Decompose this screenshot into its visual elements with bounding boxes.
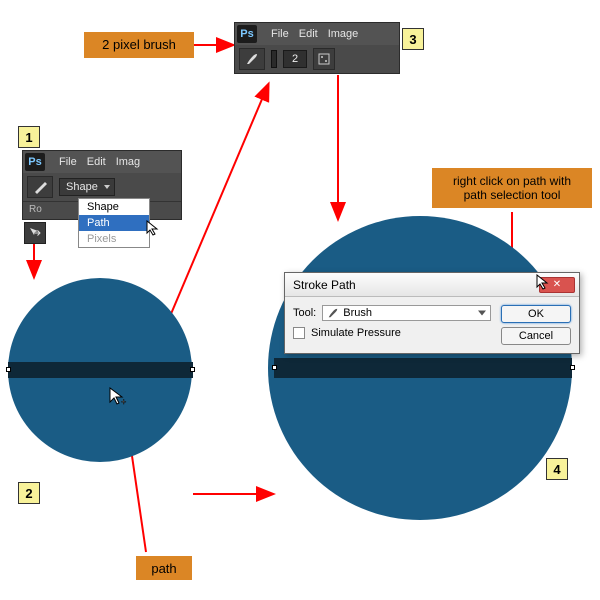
step-3-label: 3 [409, 32, 416, 47]
dialog-left: Tool: Brush Simulate Pressure [293, 305, 491, 345]
menu-file-3[interactable]: File [271, 28, 289, 40]
menu-file[interactable]: File [59, 156, 77, 168]
ps-menubar-3: Ps File Edit Image [235, 23, 399, 45]
callout-rightclick-l2: path selection tool [442, 188, 582, 202]
tool-row: Tool: Brush [293, 305, 491, 321]
menu-edit-3[interactable]: Edit [299, 28, 318, 40]
ps-toolbar-3: 2 [235, 45, 399, 73]
menu-image-3[interactable]: Image [328, 28, 359, 40]
cursor-popup [146, 220, 162, 236]
callout-brush-text: 2 pixel brush [102, 38, 176, 52]
tool-value: Brush [343, 307, 372, 319]
svg-text:+: + [121, 397, 126, 406]
callout-path-text: path [151, 561, 176, 576]
menu-image[interactable]: Imag [116, 156, 140, 168]
ps-menubar-1: Ps File Edit Imag [23, 151, 181, 173]
callout-rightclick-l1: right click on path with [442, 174, 582, 188]
path-handle-large-right [570, 365, 575, 370]
brush-icon [327, 307, 339, 319]
path-handle-small-right [190, 367, 195, 372]
diagram-canvas: 2 pixel brush path right click on path w… [0, 0, 600, 600]
simulate-pressure-checkbox[interactable] [293, 327, 305, 339]
cancel-button[interactable]: Cancel [501, 327, 571, 345]
brush-size-input[interactable]: 2 [283, 50, 307, 68]
ok-button[interactable]: OK [501, 305, 571, 323]
step-badge-1: 1 [18, 126, 40, 148]
path-band-small [8, 362, 193, 378]
popup-item-shape[interactable]: Shape [79, 199, 149, 215]
simulate-row: Simulate Pressure [293, 327, 491, 339]
shape-mode-dropdown[interactable]: Shape [59, 178, 115, 196]
cursor-dialog [536, 274, 552, 290]
popup-item-path[interactable]: Path [79, 215, 149, 231]
step-badge-3: 3 [402, 28, 424, 50]
brush-tool-icon[interactable] [239, 48, 265, 70]
path-band-large [274, 358, 572, 378]
dialog-title-text: Stroke Path [293, 278, 356, 292]
callout-brush: 2 pixel brush [84, 32, 194, 58]
dialog-titlebar: Stroke Path ✕ [285, 273, 579, 297]
pen-tool-icon[interactable] [27, 176, 53, 198]
step-2-label: 2 [25, 486, 32, 501]
callout-rightclick: right click on path with path selection … [432, 168, 592, 208]
ps-logo-icon-3: Ps [237, 25, 257, 43]
brush-preview-icon[interactable] [271, 50, 277, 68]
step-badge-2: 2 [18, 482, 40, 504]
path-handle-large-left [272, 365, 277, 370]
ps-toolbar-1: Shape [23, 173, 181, 201]
tool-select[interactable]: Brush [322, 305, 491, 321]
ps-logo-icon: Ps [25, 153, 45, 171]
callout-path: path [136, 556, 192, 580]
popup-item-pixels[interactable]: Pixels [79, 231, 149, 247]
move-tool-icon[interactable] [24, 222, 46, 244]
step-4-label: 4 [553, 462, 560, 477]
tool-label: Tool: [293, 307, 316, 319]
step-badge-4: 4 [546, 458, 568, 480]
cursor-path-select: + [108, 386, 128, 406]
brush-settings-icon[interactable] [313, 48, 335, 70]
shape-mode-popup: Shape Path Pixels [78, 198, 150, 248]
dialog-body: Tool: Brush Simulate Pressure OK Cancel [285, 297, 579, 353]
dialog-buttons: OK Cancel [501, 305, 571, 345]
menu-edit[interactable]: Edit [87, 156, 106, 168]
simulate-pressure-label: Simulate Pressure [311, 327, 401, 339]
step-1-label: 1 [25, 130, 32, 145]
path-handle-small-left [6, 367, 11, 372]
ps-panel-3: Ps File Edit Image 2 [234, 22, 400, 74]
